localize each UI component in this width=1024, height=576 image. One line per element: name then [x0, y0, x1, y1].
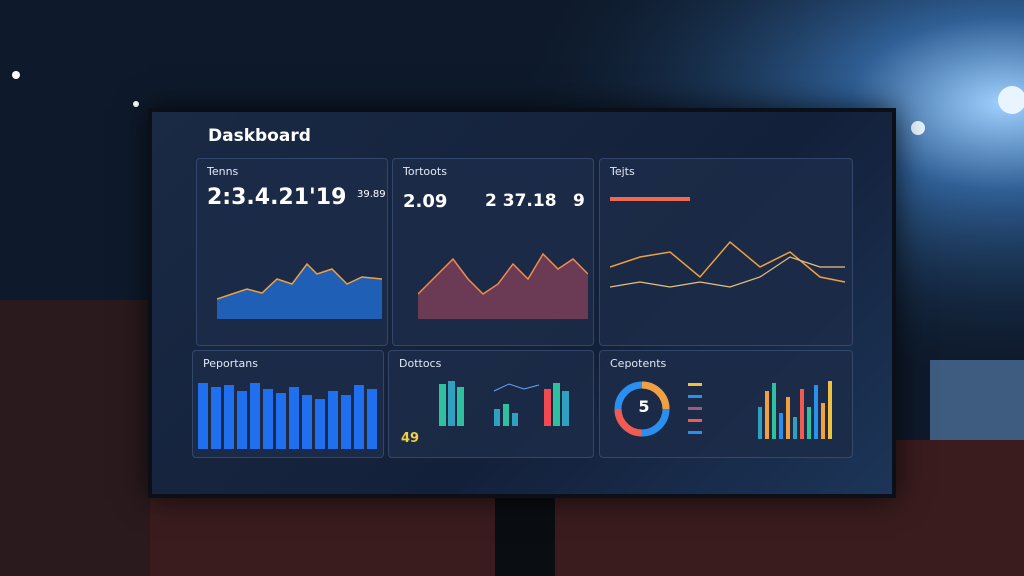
light: [12, 71, 20, 79]
panel: Peportans: [192, 350, 384, 458]
line: [217, 262, 382, 300]
shape: [562, 391, 569, 426]
progress: [610, 197, 690, 201]
shape: [814, 385, 818, 439]
shape: [786, 397, 790, 439]
panel: Tejts: [599, 158, 853, 346]
shape: [328, 391, 338, 449]
shape: [198, 383, 208, 449]
shape: [688, 407, 702, 410]
shape: [503, 404, 509, 426]
shape: [772, 383, 776, 439]
line-chart: [610, 197, 846, 288]
panel-title: Dottocs: [399, 357, 442, 370]
shape: [688, 395, 702, 398]
dashboard-title: Daskboard: [208, 126, 311, 146]
shape: [800, 389, 804, 439]
shape: [688, 383, 702, 386]
panel-title: Tejts: [610, 165, 635, 178]
shape: [493, 383, 540, 392]
light: [911, 121, 925, 135]
light: [133, 101, 139, 107]
area: [418, 254, 588, 319]
shape: [315, 399, 325, 449]
shape: [758, 407, 762, 439]
panel: Cepotents 5: [599, 350, 853, 458]
panel-title: Tortoots: [403, 165, 447, 178]
shape: [828, 381, 832, 439]
donut-value: 5: [638, 397, 650, 416]
screen: Daskboard Tenns 2:3.4.21'19 39.89 Tortoo…: [148, 108, 896, 498]
panel-value: 2.09: [403, 191, 448, 212]
window: [930, 360, 1024, 440]
shape: [544, 389, 551, 426]
shape: [263, 389, 273, 449]
panel-title: Cepotents: [610, 357, 667, 370]
shape: [289, 387, 299, 449]
bar-chart: [198, 383, 377, 449]
shape: [793, 417, 797, 439]
line: [418, 252, 588, 295]
group: [758, 381, 832, 439]
panel-value: 2 37.18: [485, 191, 557, 211]
shape: [250, 383, 260, 449]
shape: [457, 387, 464, 426]
light: [998, 86, 1024, 114]
shape: [614, 408, 643, 437]
shape: [553, 383, 560, 426]
bar-chart: [439, 381, 569, 426]
shape: [779, 413, 783, 439]
shape: [341, 395, 351, 449]
stand: [495, 490, 555, 576]
panel-side: 39.89: [357, 189, 386, 200]
shape: [354, 385, 364, 449]
shape: [688, 419, 702, 422]
panel: Dottocs 49: [388, 350, 594, 458]
bars: [198, 383, 377, 449]
shape: [807, 407, 811, 439]
panel-title: Peportans: [203, 357, 258, 370]
panel: Tenns 2:3.4.21'19 39.89: [196, 158, 388, 346]
shape: [821, 403, 825, 439]
shape: [224, 385, 234, 449]
shape: [512, 413, 518, 426]
shape: [237, 391, 247, 449]
shape: [765, 391, 769, 439]
shape: [688, 431, 702, 434]
shape: [494, 409, 500, 426]
panel: Tortoots 2.09 2 37.18 9: [392, 158, 594, 346]
shape: [276, 393, 286, 449]
shape: [302, 395, 312, 449]
area-chart: [418, 252, 588, 319]
shape: [641, 381, 670, 410]
shape: [367, 389, 377, 449]
area-chart: [217, 262, 382, 319]
panel-value: 49: [401, 431, 420, 446]
panel-value: 2:3.4.21'19: [207, 185, 347, 210]
shape: [211, 387, 221, 449]
donut-chart: [614, 381, 832, 439]
panel-title: Tenns: [207, 165, 239, 178]
panel-value: 9: [573, 191, 585, 211]
shape: [439, 384, 446, 426]
line: [610, 240, 846, 283]
shape: [448, 381, 455, 426]
line: [610, 256, 845, 288]
crowd-left: [0, 300, 150, 576]
